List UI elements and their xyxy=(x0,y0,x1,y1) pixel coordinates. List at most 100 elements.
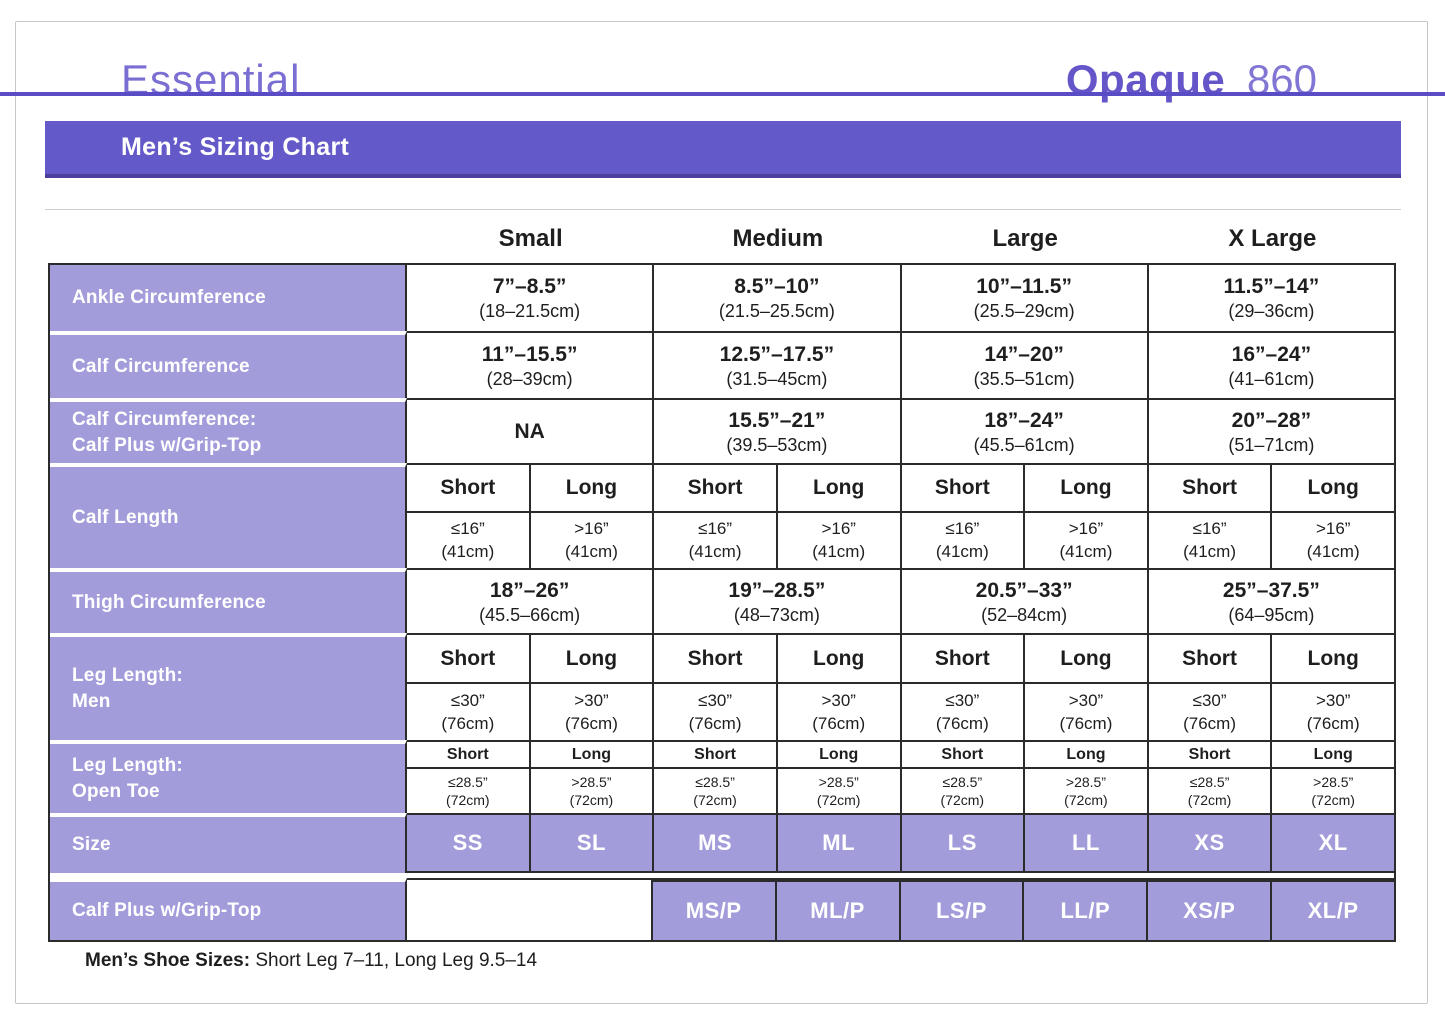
table-cell: 10”–11.5” (25.5–29cm) xyxy=(899,265,1147,331)
row-label: Ankle Circumference xyxy=(50,265,407,331)
table-row-calf-plus-size: Calf Plus w/Grip-Top MS/P ML/P LS/P LL/P… xyxy=(50,873,1394,940)
cell-inches: ≤28.5” xyxy=(695,773,735,790)
shoe-sizes-note: Men’s Shoe Sizes: Short Leg 7–11, Long L… xyxy=(85,950,537,972)
row-data: Short Long Short Long Short Long Short L… xyxy=(407,633,1394,740)
subcolumn-header: Short xyxy=(899,635,1024,682)
cell-inches: ≤30” xyxy=(945,690,980,710)
cell-cm: (76cm) xyxy=(1059,713,1113,733)
divider-line xyxy=(45,209,1401,210)
cell-cm: (39.5–53cm) xyxy=(726,434,828,455)
subcolumn-header-text: Long xyxy=(1307,646,1359,670)
subcolumn-header: Long xyxy=(775,465,900,511)
table-cell: 8.5”–10” (21.5–25.5cm) xyxy=(652,265,899,331)
cell-cm: (28–39cm) xyxy=(486,368,573,389)
subcolumn-header-text: Long xyxy=(1313,745,1353,763)
table-cell: ≤16” (41cm) xyxy=(652,513,776,568)
size-badge: XS/P xyxy=(1146,880,1271,940)
cell-cm: (41cm) xyxy=(1183,542,1237,562)
cell-cm: (76cm) xyxy=(812,713,866,733)
subcolumn-header-text: Long xyxy=(819,745,859,763)
row-label-line2: Men xyxy=(72,690,111,712)
cell-inches: >30” xyxy=(1315,690,1351,710)
size-header-row: Small Medium Large X Large xyxy=(48,225,1396,253)
row-label-line2: Open Toe xyxy=(72,780,160,802)
cell-inches: 19”–28.5” xyxy=(728,578,826,602)
cell-cm: (41cm) xyxy=(935,542,989,562)
subcolumn-header-text: Long xyxy=(813,646,865,670)
cell-cm: (72cm) xyxy=(569,791,614,808)
cell-cm: (48–73cm) xyxy=(733,604,820,625)
cell-inches: ≤30” xyxy=(450,690,485,710)
brand-name: Essential xyxy=(121,56,301,103)
table-cell: >28.5” (72cm) xyxy=(775,769,900,813)
cell-inches: 25”–37.5” xyxy=(1222,578,1320,602)
subcolumn-header-text: Long xyxy=(565,476,618,499)
table-cell: 18”–26” (45.5–66cm) xyxy=(407,570,652,633)
size-badge: SS xyxy=(407,815,529,871)
table-cell: ≤30” (76cm) xyxy=(1146,684,1271,740)
table-cell: ≤30” (76cm) xyxy=(899,684,1024,740)
table-cell: ≤16” (41cm) xyxy=(407,513,529,568)
subcolumn-header-text: Short xyxy=(687,646,743,670)
cell-inches: 8.5”–10” xyxy=(734,275,820,299)
table-cell: ≤28.5” (72cm) xyxy=(652,769,776,813)
cell-cm: (45.5–61cm) xyxy=(973,434,1075,455)
cell-cm: (51–71cm) xyxy=(1228,434,1315,455)
cell-cm: (76cm) xyxy=(935,713,989,733)
row-data: 18”–26” (45.5–66cm) 19”–28.5” (48–73cm) … xyxy=(407,568,1394,633)
cell-inches: ≤16” xyxy=(698,519,733,539)
row-label: Calf Length xyxy=(50,463,407,568)
row-data: Short Long Short Long Short Long Short L… xyxy=(407,740,1394,813)
size-badge: MS/P xyxy=(650,880,775,940)
subcolumn-header-text: Short xyxy=(694,745,736,763)
cell-cm: (72cm) xyxy=(1311,791,1355,808)
size-badge: LS/P xyxy=(898,880,1023,940)
subcolumn-header: Short xyxy=(899,465,1024,511)
cell-cm: (72cm) xyxy=(693,791,737,808)
subcolumn-header-text: Short xyxy=(934,476,990,499)
cell-inches: ≤16” xyxy=(945,519,980,539)
cell-inches: 18”–24” xyxy=(984,408,1064,432)
table-row-calf-plus-circumference: Calf Circumference: Calf Plus w/Grip-Top… xyxy=(50,398,1394,463)
cell-cm: (76cm) xyxy=(564,713,618,733)
row-data: 7”–8.5” (18–21.5cm) 8.5”–10” (21.5–25.5c… xyxy=(407,265,1394,331)
cell-inches: >16” xyxy=(821,519,856,539)
size-header-spacer xyxy=(48,225,407,253)
subcolumn-header-text: Short xyxy=(446,745,489,763)
row-label-text: Calf Plus w/Grip-Top xyxy=(72,900,262,922)
cell-cm: (35.5–51cm) xyxy=(973,368,1075,389)
table-cell: 18”–24” (45.5–61cm) xyxy=(899,400,1147,463)
table-cell: 14”–20” (35.5–51cm) xyxy=(899,333,1147,398)
table-cell: >30” (76cm) xyxy=(775,684,900,740)
row-label-line1: Leg Length: xyxy=(72,664,183,686)
size-header-xlarge: X Large xyxy=(1228,225,1317,252)
cell-cm: (41cm) xyxy=(1059,542,1113,562)
table-cell: >30” (76cm) xyxy=(1270,684,1394,740)
cell-inches: 11.5”–14” xyxy=(1223,275,1320,299)
table-row-ankle-circumference: Ankle Circumference 7”–8.5” (18–21.5cm) … xyxy=(50,265,1394,331)
table-cell: ≤30” (76cm) xyxy=(652,684,776,740)
subcolumn-header-text: Long xyxy=(813,476,865,499)
table-row-calf-length: Calf Length Short Long Short Long Short … xyxy=(50,463,1394,568)
cell-inches: >28.5” xyxy=(818,773,859,790)
short-long-header-row: Short Long Short Long Short Long Short L… xyxy=(407,635,1394,682)
cell-cm: (45.5–66cm) xyxy=(479,604,581,625)
subcolumn-header: Short xyxy=(652,465,776,511)
shoe-sizes-note-text: Short Leg 7–11, Long Leg 9.5–14 xyxy=(250,950,538,971)
row-label: Leg Length: Open Toe xyxy=(50,740,407,813)
row-label: Calf Circumference: Calf Plus w/Grip-Top xyxy=(50,398,407,463)
row-label-line2: Calf Plus w/Grip-Top xyxy=(72,434,262,456)
page-card: Essential Opaque 860 Men’s Sizing Chart … xyxy=(15,21,1428,1004)
cell-inches: 16”–24” xyxy=(1231,342,1312,366)
subcolumn-header: Long xyxy=(775,635,900,682)
cell-inches: >28.5” xyxy=(1065,773,1106,790)
sizing-chart-banner: Men’s Sizing Chart xyxy=(45,121,1401,178)
size-header-small: Small xyxy=(498,225,563,252)
row-label: Leg Length: Men xyxy=(50,633,407,740)
table-cell: 12.5”–17.5” (31.5–45cm) xyxy=(652,333,899,398)
subcolumn-header: Short xyxy=(407,465,529,511)
subcolumn-header: Long xyxy=(1023,742,1147,767)
cell-inches: >28.5” xyxy=(571,773,612,790)
short-long-values-row: ≤28.5” (72cm) >28.5” (72cm) ≤28.5” (72cm) >… xyxy=(407,767,1394,813)
row-label-text: Calf Circumference xyxy=(72,355,250,377)
